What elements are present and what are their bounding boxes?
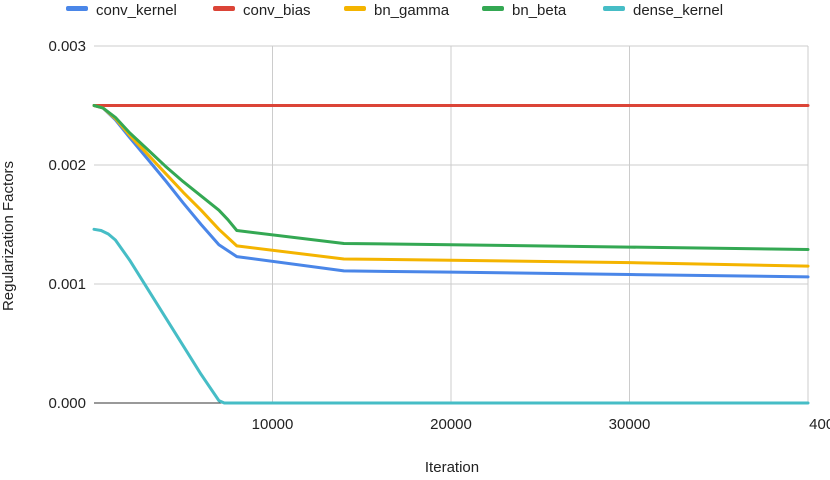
x-tick-label: 30000 (609, 416, 651, 433)
y-tick-label: 0.000 (48, 395, 86, 412)
x-axis-title: Iteration (425, 459, 479, 475)
legend-swatch-bn-gamma (344, 6, 366, 11)
x-tick-label: 10000 (252, 416, 294, 433)
x-tick-label: 40000 (809, 416, 830, 433)
y-axis-title: Regularization Factors (0, 161, 17, 311)
legend-swatch-dense-kernel (603, 6, 625, 11)
x-tick-label: 20000 (430, 416, 472, 433)
legend-swatch-conv-kernel (66, 6, 88, 11)
y-tick-label: 0.002 (48, 157, 86, 174)
axes: 0.000 0.001 0.002 0.003 10000 20000 30000 40000 (48, 38, 830, 433)
y-tick-label: 0.003 (48, 38, 86, 55)
y-tick-label: 0.001 (48, 276, 86, 293)
legend: conv_kernel conv_bias bn_gamma bn_beta dense… (66, 2, 723, 19)
series-line-bn-beta (92, 104, 810, 251)
legend-label-conv-bias: conv_bias (243, 2, 311, 19)
series-lines (92, 104, 810, 405)
legend-label-conv-kernel: conv_kernel (96, 2, 177, 19)
legend-swatch-bn-beta (482, 6, 504, 11)
legend-swatch-conv-bias (213, 6, 235, 11)
legend-label-bn-gamma: bn_gamma (374, 2, 450, 19)
legend-label-dense-kernel: dense_kernel (633, 2, 723, 19)
series-line-dense-kernel (92, 227, 810, 405)
legend-label-bn-beta: bn_beta (512, 2, 567, 19)
